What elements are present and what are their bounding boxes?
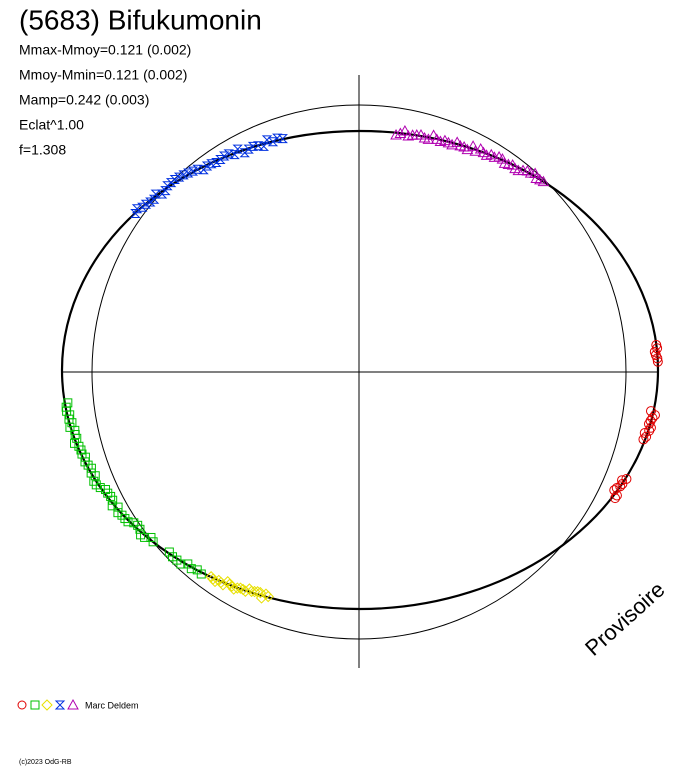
observation-marker [129, 518, 139, 528]
observation-marker [611, 483, 622, 494]
observation-marker [399, 124, 411, 136]
observation-marker [107, 501, 117, 511]
observation-marker [231, 582, 244, 594]
observation-marker [198, 165, 209, 175]
observation-marker [461, 143, 474, 155]
observation-marker [226, 580, 238, 592]
observation-marker [206, 159, 217, 169]
observation-marker [652, 356, 663, 367]
observation-marker [113, 502, 123, 512]
observation-marker [652, 353, 663, 364]
legend-author: Marc Deldem [85, 700, 139, 710]
observation-marker [168, 552, 178, 562]
observation-marker [215, 155, 226, 165]
observation-marker [228, 583, 240, 595]
observation-marker [192, 565, 202, 575]
observation-marker [262, 590, 274, 603]
observation-marker [611, 490, 622, 501]
observation-marker [86, 463, 96, 473]
observation-marker [641, 431, 652, 442]
stat-line: Mmax-Mmoy=0.121 (0.002) [19, 42, 191, 58]
observation-marker [254, 586, 267, 599]
observation-marker [209, 575, 221, 588]
legend-symbol [54, 700, 66, 710]
observation-marker [277, 134, 288, 144]
observation-marker [652, 343, 663, 354]
stat-line: f=1.308 [19, 142, 66, 158]
legend-symbol [30, 700, 40, 710]
observation-marker [136, 530, 146, 540]
observation-marker [239, 148, 250, 158]
observation-marker [267, 137, 279, 147]
observation-marker [422, 133, 435, 144]
observation-marker [123, 517, 133, 527]
observation-marker [120, 514, 130, 524]
observations [61, 124, 663, 604]
observation-marker [106, 491, 116, 501]
observation-marker [215, 576, 227, 589]
observation-marker [252, 141, 264, 151]
observation-marker [272, 133, 283, 143]
observation-marker [70, 438, 80, 448]
observation-marker [645, 415, 656, 426]
observation-marker [251, 586, 264, 598]
observation-marker [394, 127, 407, 139]
legend-symbol [41, 699, 53, 711]
legend-symbol [17, 700, 27, 710]
observation-marker [609, 485, 620, 496]
observation-marker [645, 422, 656, 433]
copyright: (c)2023 OdG-RB [19, 759, 72, 766]
observation-marker [213, 574, 225, 587]
observation-marker [509, 162, 521, 174]
reference-circle [91, 104, 627, 640]
observation-marker [434, 135, 447, 147]
observation-marker [232, 144, 243, 154]
observation-marker [217, 579, 229, 591]
observation-marker [248, 585, 261, 598]
observation-marker [480, 149, 493, 160]
observation-marker [164, 547, 174, 557]
stat-line: Mmoy-Mmin=0.121 (0.002) [19, 67, 187, 83]
observation-marker [148, 194, 160, 204]
title: (5683) Bifukumonin [19, 4, 262, 35]
observation-marker [610, 493, 621, 504]
observation-marker [113, 508, 123, 518]
observation-marker [446, 138, 458, 150]
observation-marker [469, 145, 482, 156]
legend-symbol [67, 698, 79, 710]
observation-marker [261, 135, 273, 145]
observation-marker [239, 585, 252, 597]
observation-marker [223, 149, 234, 159]
observation-marker [237, 583, 249, 596]
observation-marker [222, 576, 234, 588]
fitted-ellipse [60, 129, 660, 611]
stat-line: Eclat^1.00 [19, 117, 84, 133]
observation-marker [146, 532, 156, 542]
stat-line: Mamp=0.242 (0.003) [19, 92, 149, 108]
observation-marker [100, 485, 110, 495]
observation-marker [390, 129, 402, 140]
observation-marker [616, 475, 627, 486]
observation-marker [183, 559, 193, 569]
observation-marker [402, 130, 415, 141]
observation-marker [207, 573, 219, 585]
observation-marker [150, 189, 161, 199]
legend: Marc Deldem [17, 698, 139, 711]
observation-marker [131, 204, 143, 214]
observation-marker [647, 412, 658, 423]
observation-marker [529, 167, 541, 178]
observation-marker [638, 434, 649, 445]
observation-marker [63, 398, 73, 408]
observation-marker [537, 175, 550, 187]
observation-marker [205, 571, 217, 583]
